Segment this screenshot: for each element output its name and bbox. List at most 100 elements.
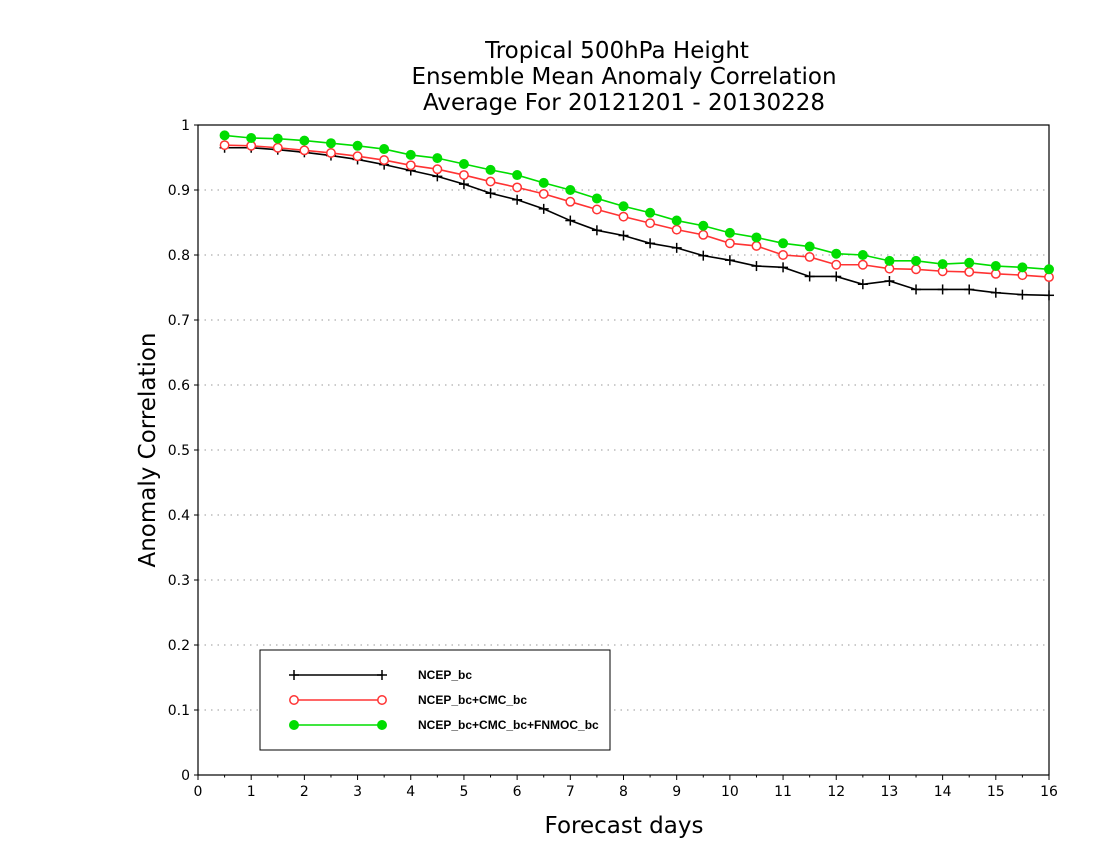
data-point [485,176,496,187]
data-point [990,261,1001,272]
data-point [272,142,283,153]
data-point [432,164,443,175]
data-point [591,225,602,236]
x-tick-label: 8 [619,784,628,800]
x-tick-label: 0 [194,784,203,800]
legend-marker [377,695,387,705]
data-point [857,259,868,270]
y-tick-label: 0.3 [168,573,190,589]
data-point [698,250,709,261]
data-point [698,220,709,231]
x-tick-label: 7 [566,784,575,800]
x-tick-label: 11 [774,784,792,800]
data-point [778,238,789,249]
data-point [565,215,576,226]
y-tick-label: 0.6 [168,378,190,394]
series-line [224,144,1050,278]
series-2 [219,130,1054,275]
data-point [219,130,230,141]
y-tick-label: 0.4 [168,508,190,524]
data-point [485,188,496,199]
data-point [751,232,762,243]
x-tick-label: 16 [1040,784,1058,800]
data-point [299,135,310,146]
data-point [591,204,602,215]
data-point [325,138,336,149]
data-point [884,255,895,266]
chart-title-line-2: Ensemble Mean Anomaly Correlation [411,64,836,90]
data-point [990,287,1001,298]
legend-entry: NCEP_bc [289,668,472,682]
data-point [379,155,390,166]
data-point [964,257,975,268]
x-tick-label: 12 [827,784,845,800]
x-tick-label: 1 [247,784,256,800]
data-point [937,284,948,295]
data-point [724,255,735,266]
data-point [458,179,469,190]
series-layer [219,130,1054,301]
data-point [1017,262,1028,273]
x-tick-label: 4 [406,784,415,800]
y-tick-label: 1 [181,118,190,134]
data-point [804,252,815,262]
data-point [804,271,815,282]
data-point [857,279,868,290]
data-point [326,148,336,158]
x-tick-label: 3 [353,784,362,800]
data-point [1044,290,1054,301]
data-point [964,266,975,277]
data-point [618,201,629,212]
data-point [778,250,789,260]
x-axis-label: Forecast days [545,813,704,839]
legend: NCEP_bc NCEP_bc+CMC_bc NCEP_bc+CMC_bc+FNMO… [259,649,611,751]
x-axis: 0 1 2 3 4 5 6 7 8 9 10 11 12 13 14 15 16 [194,775,1058,800]
data-point [645,238,656,249]
data-point [219,140,230,151]
y-axis: 0 0.1 0.2 0.3 0.4 0.5 0.6 0.7 0.8 0.9 1 [168,118,198,784]
y-tick-label: 0.2 [168,638,190,654]
y-tick-label: 0.5 [168,443,190,459]
data-point [831,248,842,259]
data-point [458,170,469,181]
x-tick-label: 14 [934,784,952,800]
data-point [751,240,762,251]
data-point [1044,264,1054,275]
y-tick-label: 0.8 [168,248,190,264]
x-tick-label: 5 [459,784,468,800]
y-tick-label: 0.9 [168,183,190,199]
data-point [379,144,390,155]
y-axis-label: Anomaly Correlation [135,332,161,567]
data-point [857,250,868,260]
data-point [485,164,496,175]
data-point [698,229,709,240]
data-point [538,203,549,214]
data-point [538,177,549,188]
legend-marker [289,720,299,730]
data-point [565,185,576,195]
data-point [724,238,735,249]
data-point [272,133,283,144]
data-point [299,145,310,156]
data-point [831,259,842,270]
grid [198,189,1049,711]
data-point [538,188,549,199]
data-point [964,284,975,295]
data-point [352,151,363,162]
x-tick-label: 15 [987,784,1005,800]
data-point [778,262,789,273]
data-point [352,140,363,151]
data-point [937,259,948,270]
legend-label: NCEP_bc+CMC_bc [418,693,527,707]
data-point [911,255,922,266]
data-point [432,153,443,164]
data-point [512,182,523,193]
x-tick-label: 9 [672,784,681,800]
data-point [884,276,895,286]
data-point [831,271,842,282]
data-point [671,242,682,253]
data-point [405,160,416,171]
chart-title-line-1: Tropical 500hPa Height [484,38,749,64]
data-point [565,196,576,207]
